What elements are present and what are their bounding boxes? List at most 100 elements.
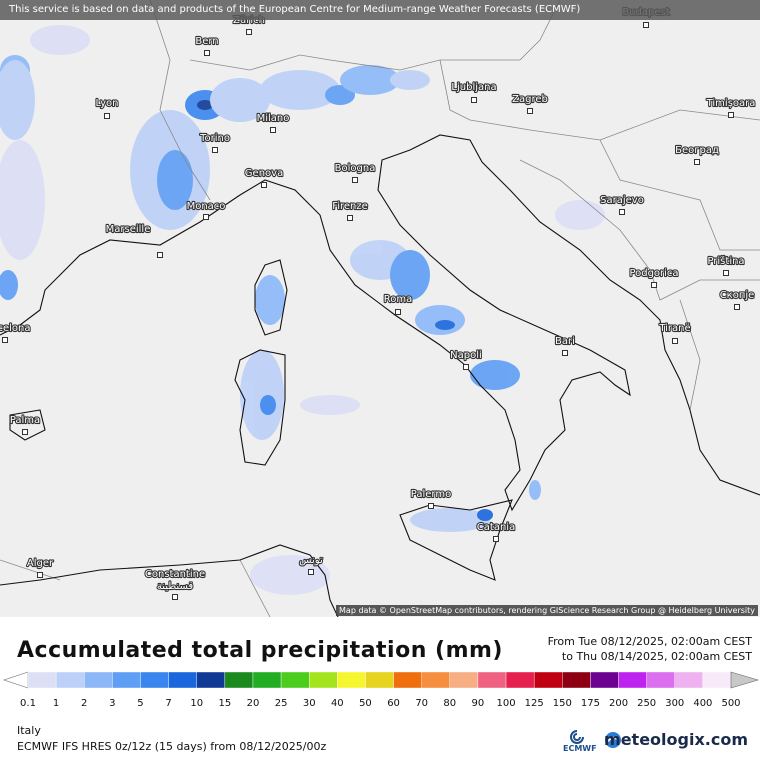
city-dot — [527, 108, 533, 114]
legend-swatch — [309, 671, 338, 689]
borders — [0, 0, 760, 617]
legend-swatch — [674, 671, 704, 689]
city-label: Bari — [555, 336, 575, 347]
legend-swatch — [337, 671, 366, 689]
city-dot — [463, 364, 469, 370]
legend-swatch — [224, 671, 254, 689]
city-label: Bern — [195, 36, 218, 47]
legend-label: 150 — [553, 698, 572, 709]
legend-label: 200 — [609, 698, 628, 709]
legend-label: 50 — [359, 698, 372, 709]
city-label: Palma — [10, 415, 40, 426]
legend-label: 60 — [387, 698, 400, 709]
legend-swatch — [646, 671, 675, 689]
legend-swatch — [112, 671, 141, 689]
legend-label: 90 — [472, 698, 485, 709]
city-label: Priština — [707, 255, 744, 267]
legend-swatch — [449, 671, 479, 689]
city-dot — [347, 215, 353, 221]
legend-arrow-high — [730, 671, 760, 689]
legend-swatch — [562, 671, 591, 689]
city-dot — [728, 112, 734, 118]
legend-label: 15 — [218, 698, 231, 709]
city-dot — [157, 252, 163, 258]
city-dot — [270, 127, 276, 133]
city-label: Constantine — [145, 569, 205, 580]
city-dot — [261, 182, 267, 188]
legend-label: 250 — [637, 698, 656, 709]
city-dot — [428, 503, 434, 509]
legend-label: 40 — [331, 698, 344, 709]
legend-swatch — [168, 671, 197, 689]
legend-swatch — [393, 671, 422, 689]
city-label: Sarajevo — [600, 195, 644, 206]
city-label: Torino — [199, 133, 230, 144]
city-label: Milano — [257, 113, 290, 124]
legend-swatch — [533, 671, 563, 689]
legend-label: 400 — [693, 698, 712, 709]
brand-icon — [605, 732, 621, 748]
city-dot — [395, 309, 401, 315]
brand: meteologix.com — [604, 730, 748, 749]
legend-label: 25 — [275, 698, 288, 709]
city-dot — [471, 97, 477, 103]
ecmwf-icon — [570, 730, 584, 744]
legend-swatch — [505, 671, 535, 689]
precipitation — [0, 25, 605, 595]
city-dot — [672, 338, 678, 344]
city-dot — [734, 304, 740, 310]
city-label: Ljubljana — [451, 82, 496, 93]
city-dot — [493, 536, 499, 542]
city-dot — [212, 147, 218, 153]
city-label: Podgorica — [629, 268, 678, 279]
map-background — [0, 0, 760, 617]
legend-label: 175 — [581, 698, 600, 709]
legend-label: 5 — [137, 698, 143, 709]
city-dot — [37, 572, 43, 578]
city-dot — [352, 177, 358, 183]
city-dot — [204, 50, 210, 56]
legend-swatch — [421, 671, 450, 689]
city-label: Alger — [27, 558, 54, 569]
legend-swatch — [702, 671, 732, 689]
city-label: قسنطينة — [157, 581, 194, 592]
city-dot — [643, 22, 649, 28]
city-dot — [562, 350, 568, 356]
legend: 0.1 1 2 3 5 7 10 15 20 25 30 40 50 60 70 80 90 100 125 150 1… — [3, 671, 760, 709]
period-to: to Thu 08/14/2025, 02:00am CEST — [561, 650, 752, 663]
model-info: ECMWF IFS HRES 0z/12z (15 days) from 08/… — [17, 740, 327, 753]
city-label: تونس — [299, 555, 323, 566]
legend-swatch — [196, 671, 226, 689]
city-label: Napoli — [450, 350, 482, 361]
legend-swatch — [280, 671, 310, 689]
legend-label: 20 — [247, 698, 260, 709]
legend-swatch — [84, 671, 113, 689]
legend-label: 2 — [81, 698, 87, 709]
legend-swatch — [55, 671, 85, 689]
city-dot — [246, 29, 252, 35]
city-label: celona — [0, 323, 31, 334]
legend-label: 500 — [721, 698, 740, 709]
period-from: From Tue 08/12/2025, 02:00am CEST — [547, 635, 752, 648]
city-label: Lyon — [95, 98, 118, 109]
map: BudapestZürichBernLyonLjubljanaZagrebTim… — [0, 0, 760, 617]
city-label: Roma — [384, 294, 413, 305]
map-attribution: Map data © OpenStreetMap contributors, r… — [336, 605, 758, 616]
city-label: Genova — [245, 168, 283, 179]
legend-label: 80 — [443, 698, 456, 709]
legend-label: 70 — [415, 698, 428, 709]
city-dot — [619, 209, 625, 215]
city-label: Palermo — [411, 489, 451, 500]
city-label: Monaco — [187, 201, 226, 212]
city-label: Catania — [477, 522, 515, 533]
legend-swatch — [252, 671, 282, 689]
city-label: Timișoara — [706, 98, 756, 109]
legend-swatch — [590, 671, 619, 689]
region: Italy — [17, 724, 41, 737]
legend-label: 1 — [53, 698, 59, 709]
legend-swatch — [27, 671, 57, 689]
city-dot — [308, 569, 314, 575]
legend-label: 100 — [496, 698, 515, 709]
legend-arrow-low — [3, 671, 29, 689]
city-dot — [172, 594, 178, 600]
